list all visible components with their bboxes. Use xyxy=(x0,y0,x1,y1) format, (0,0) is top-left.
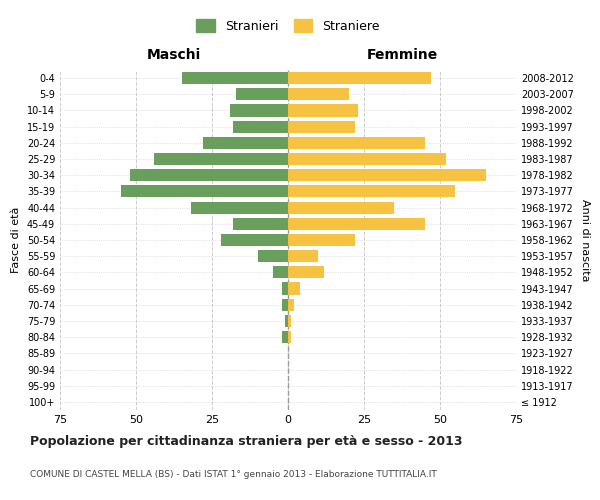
Bar xyxy=(221,234,288,246)
Legend: Stranieri, Straniere: Stranieri, Straniere xyxy=(193,16,383,36)
Bar xyxy=(282,331,288,343)
Text: Maschi: Maschi xyxy=(147,48,201,62)
Y-axis label: Fasce di età: Fasce di età xyxy=(11,207,21,273)
Bar xyxy=(288,202,394,213)
Bar xyxy=(288,234,355,246)
Bar xyxy=(288,153,446,165)
Bar xyxy=(273,266,288,278)
Bar xyxy=(285,315,288,327)
Bar xyxy=(288,298,294,311)
Bar xyxy=(203,137,288,149)
Bar xyxy=(288,186,455,198)
Bar xyxy=(288,88,349,101)
Bar xyxy=(288,250,319,262)
Bar xyxy=(121,186,288,198)
Text: Femmine: Femmine xyxy=(367,48,437,62)
Bar xyxy=(257,250,288,262)
Bar xyxy=(154,153,288,165)
Bar xyxy=(288,315,291,327)
Bar xyxy=(182,72,288,84)
Bar xyxy=(288,137,425,149)
Bar xyxy=(288,266,325,278)
Bar xyxy=(282,298,288,311)
Bar xyxy=(288,120,355,132)
Bar xyxy=(288,169,485,181)
Bar xyxy=(130,169,288,181)
Bar xyxy=(282,282,288,294)
Bar xyxy=(288,104,358,117)
Bar xyxy=(288,282,300,294)
Text: COMUNE DI CASTEL MELLA (BS) - Dati ISTAT 1° gennaio 2013 - Elaborazione TUTTITAL: COMUNE DI CASTEL MELLA (BS) - Dati ISTAT… xyxy=(30,470,437,479)
Text: Popolazione per cittadinanza straniera per età e sesso - 2013: Popolazione per cittadinanza straniera p… xyxy=(30,435,463,448)
Bar xyxy=(288,331,291,343)
Y-axis label: Anni di nascita: Anni di nascita xyxy=(580,198,590,281)
Bar xyxy=(191,202,288,213)
Bar xyxy=(233,218,288,230)
Bar xyxy=(288,218,425,230)
Bar xyxy=(233,120,288,132)
Bar xyxy=(230,104,288,117)
Bar xyxy=(236,88,288,101)
Bar xyxy=(288,72,431,84)
